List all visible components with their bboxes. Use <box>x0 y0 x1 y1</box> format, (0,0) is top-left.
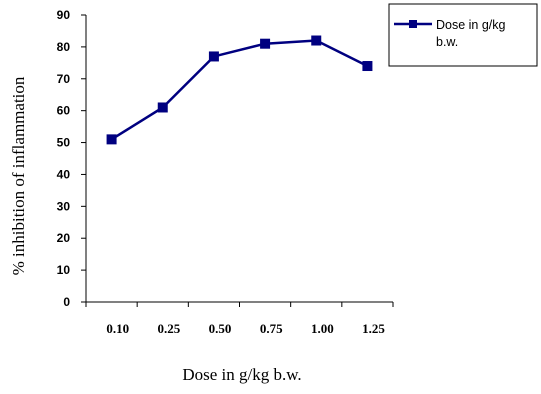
y-tick-label: 0 <box>63 295 70 309</box>
legend-box <box>388 3 538 67</box>
y-axis-ticks: 0 10 20 30 40 50 60 70 80 90 <box>57 8 86 309</box>
data-point <box>260 38 271 49</box>
x-axis-ticks: 0.10 0.25 0.50 0.75 1.00 1.25 <box>85 302 394 336</box>
data-point <box>311 35 322 46</box>
data-point <box>157 102 168 113</box>
y-tick-label: 20 <box>57 231 71 245</box>
y-tick-label: 50 <box>57 136 71 150</box>
series-markers <box>106 35 373 145</box>
data-point <box>362 61 373 72</box>
y-tick-label: 10 <box>57 263 71 277</box>
x-tick-label: 0.75 <box>260 321 283 336</box>
legend-label-line2: b.w. <box>436 35 458 49</box>
legend: Dose in g/kg b.w. <box>388 3 538 67</box>
series-line <box>110 39 368 141</box>
x-tick-label: 0.25 <box>158 321 181 336</box>
x-axis-title: Dose in g/kg b.w. <box>182 365 301 384</box>
y-tick-label: 70 <box>57 72 71 86</box>
y-tick-label: 90 <box>57 8 71 22</box>
x-tick-label: 1.00 <box>311 321 334 336</box>
y-tick-label: 60 <box>57 104 71 118</box>
legend-label-line1: Dose in g/kg <box>436 18 506 32</box>
y-tick-label: 40 <box>57 167 71 181</box>
data-point <box>208 51 219 62</box>
y-tick-label: 80 <box>57 40 71 54</box>
x-tick-label: 0.50 <box>209 321 232 336</box>
legend-marker <box>409 20 417 28</box>
x-tick-label: 0.10 <box>106 321 129 336</box>
y-tick-label: 30 <box>57 199 71 213</box>
x-tick-label: 1.25 <box>362 321 385 336</box>
y-axis-title: % inhibition of inflammation <box>9 76 28 275</box>
data-point <box>106 134 117 145</box>
